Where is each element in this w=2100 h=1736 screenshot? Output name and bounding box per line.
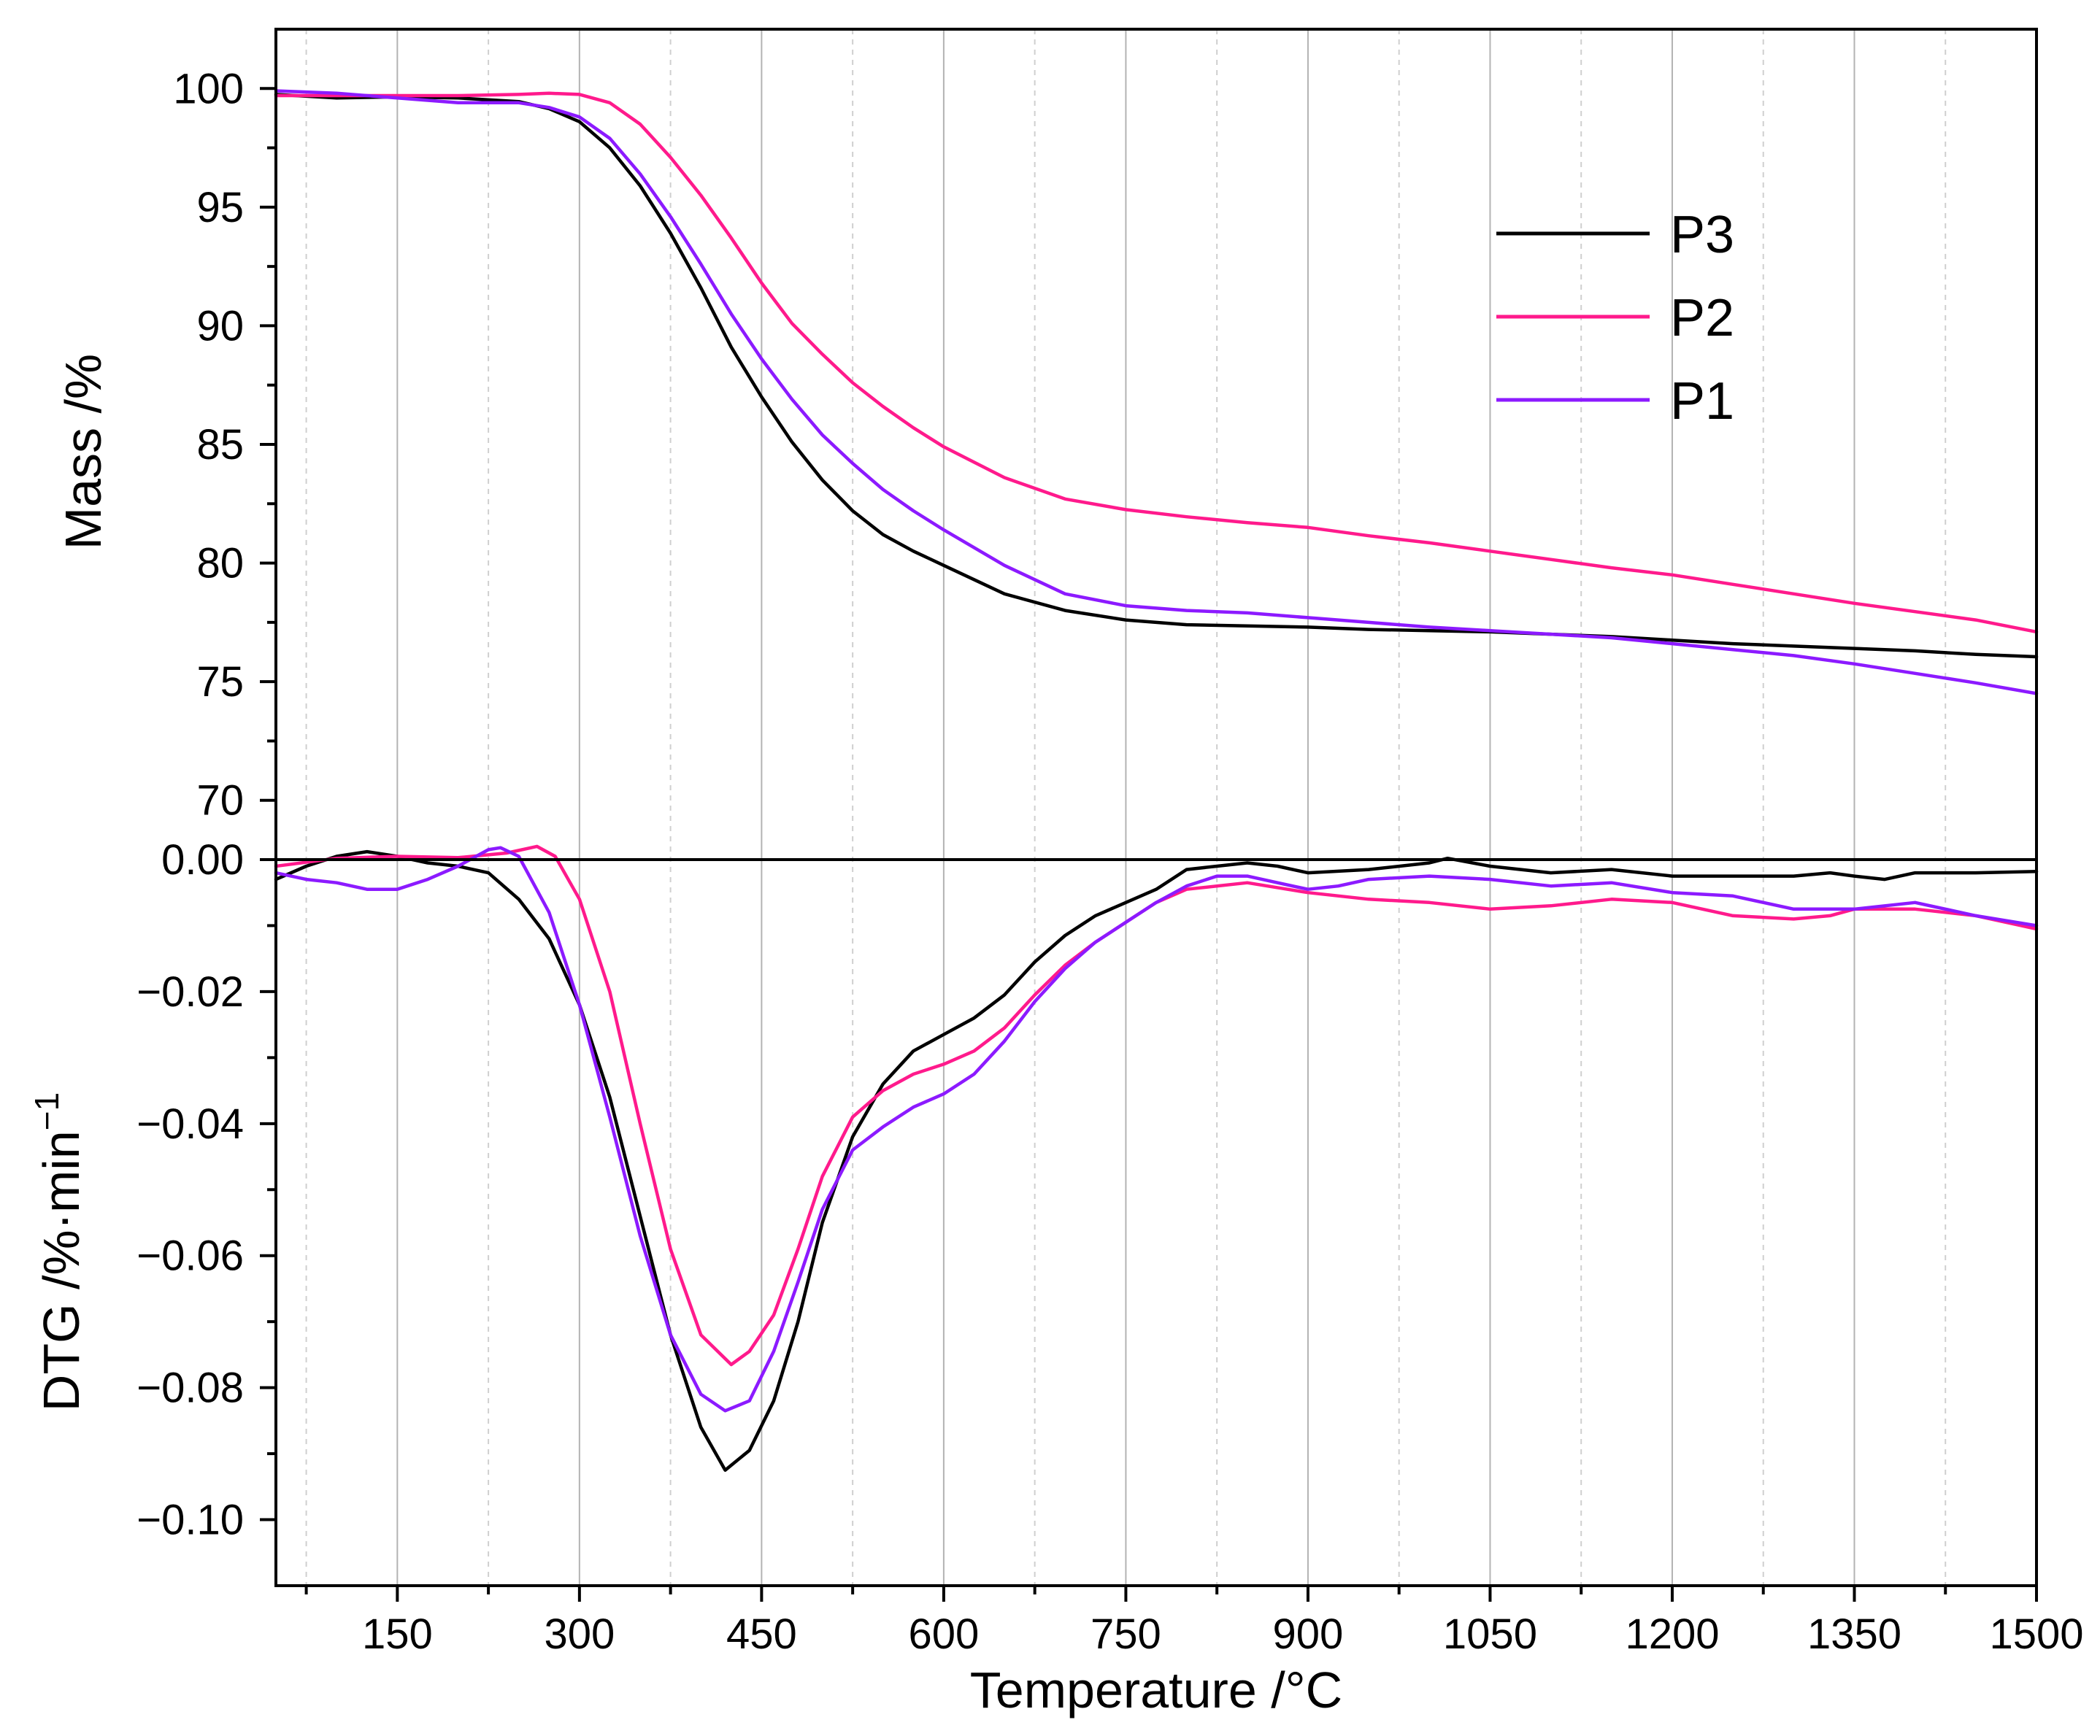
mass-y-tick-label: 90 (196, 302, 244, 350)
dtg-y-tick-label: −0.10 (136, 1497, 244, 1544)
mass-y-tick-label: 80 (196, 540, 244, 587)
mass-series-p2 (274, 91, 2039, 634)
gridlines (305, 29, 2037, 1586)
dtg-series-p3 (274, 849, 2039, 1472)
axis-ticks (260, 87, 2038, 1602)
x-tick-label: 150 (362, 1610, 433, 1658)
dtg-y-axis-title-superscript: −1 (28, 1092, 66, 1130)
dtg-y-tick-label: 0.00 (161, 836, 244, 884)
mass-series-p1 (274, 89, 2039, 695)
x-tick-label: 600 (909, 1610, 980, 1658)
mass-y-tick-label: 85 (196, 421, 244, 468)
dtg-y-tick-label: −0.02 (136, 968, 244, 1016)
x-tick-label: 1200 (1625, 1610, 1719, 1658)
x-tick-label: 750 (1091, 1610, 1161, 1658)
x-axis-title: Temperature /°C (970, 1662, 1342, 1718)
mass-y-tick-label: 70 (196, 777, 244, 825)
dtg-y-tick-label: −0.06 (136, 1232, 244, 1280)
legend: P3 P2 P1 (1496, 206, 1734, 431)
legend-label-p2: P2 (1670, 289, 1734, 347)
x-tick-label: 1350 (1807, 1610, 1901, 1658)
legend-label-p1: P1 (1670, 372, 1734, 431)
legend-label-p3: P3 (1670, 206, 1734, 264)
panel-frames (274, 28, 2038, 1587)
dtg-panel-frame (274, 858, 2038, 1587)
mass-series-p3 (274, 93, 2039, 659)
x-tick-label: 1500 (1989, 1610, 2083, 1658)
mass-y-tick-label: 100 (173, 65, 244, 112)
dtg-series-p1 (274, 846, 2039, 1413)
mass-series-group (274, 89, 2039, 695)
tick-labels: 150 300 450 600 750 900 1050 1200 1350 1500 70 75 80… (136, 65, 2083, 1658)
dtg-y-tick-label: −0.04 (136, 1100, 244, 1148)
x-tick-label: 900 (1273, 1610, 1344, 1658)
mass-panel-frame (274, 28, 2038, 861)
x-tick-label: 1050 (1443, 1610, 1537, 1658)
mass-y-tick-label: 75 (196, 658, 244, 706)
x-tick-label: 450 (726, 1610, 797, 1658)
dtg-series-p2 (274, 844, 2039, 1367)
x-tick-label: 300 (544, 1610, 615, 1658)
dtg-y-axis-title: DTG /%·min−1 (28, 1092, 90, 1411)
dtg-y-tick-label: −0.08 (136, 1365, 244, 1412)
dtg-y-axis-title-main: DTG /%·min (33, 1130, 90, 1411)
dtg-series-group (274, 844, 2039, 1472)
mass-y-axis-title: Mass /% (55, 354, 112, 549)
mass-y-tick-label: 95 (196, 184, 244, 231)
